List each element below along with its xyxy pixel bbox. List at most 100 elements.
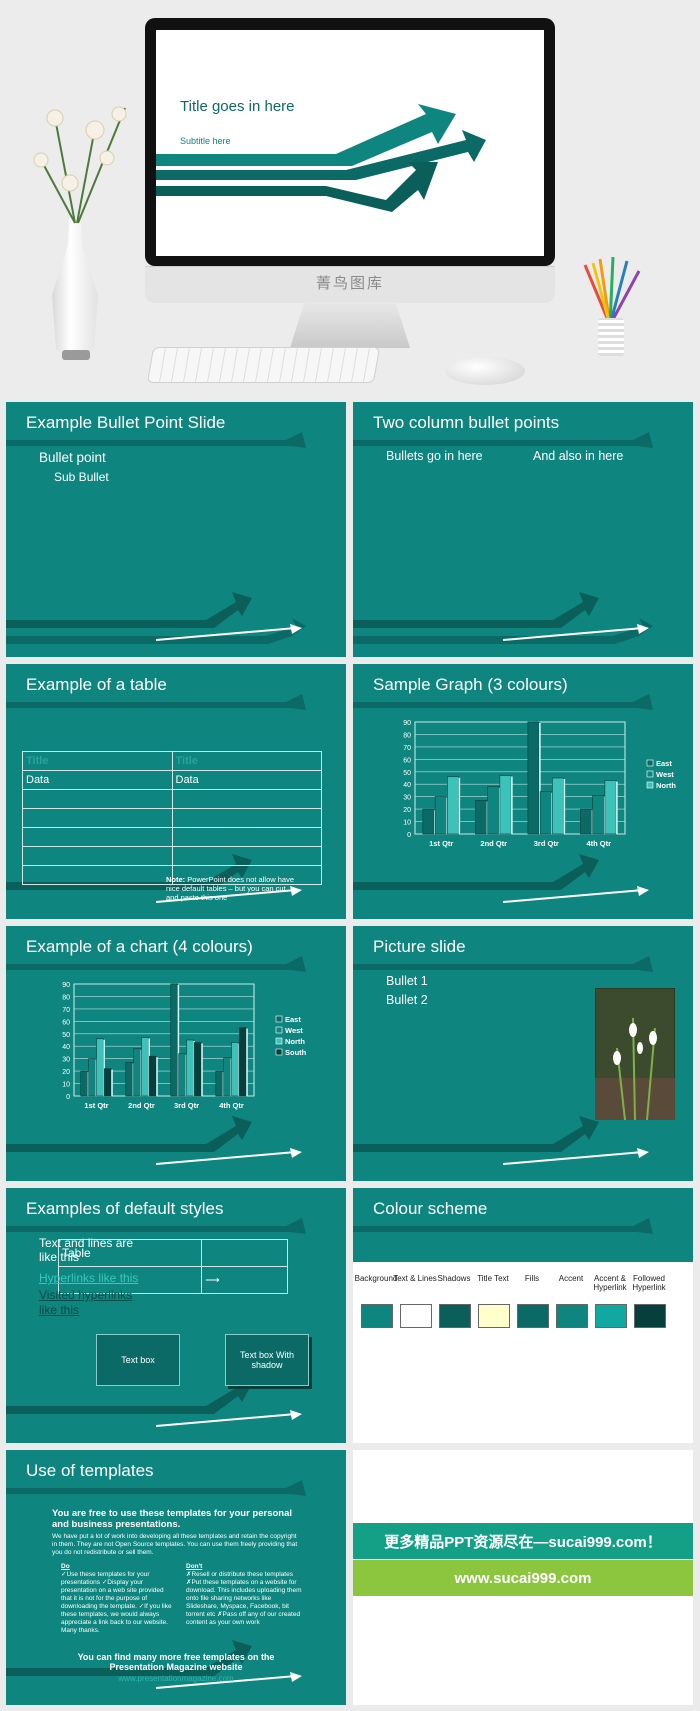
footer-url[interactable]: www.presentationmagazine.com (118, 1674, 234, 1683)
slide-chart-4[interactable]: Example of a chart (4 colours) 0 10 20 30 40… (6, 926, 346, 1181)
swatch-label: Accent (558, 1274, 584, 1283)
slide-table[interactable]: Example of a table Title Title Data Data … (6, 664, 346, 919)
pencils-image (583, 256, 641, 326)
brand-watermark: 菁鸟图库 (315, 274, 384, 292)
y-tick-label: 60 (62, 1019, 70, 1026)
slide-default-styles[interactable]: Examples of default styles Table ⟶ Text … (6, 1188, 346, 1443)
table-cell (22, 808, 173, 828)
slide-bullet-points[interactable]: Example Bullet Point Slide Bullet point … (6, 402, 346, 657)
slide-decoration (353, 956, 653, 1165)
bar-south (194, 1042, 202, 1097)
do-list: ✓Use these templates for your presentati… (61, 1571, 172, 1634)
bar-highlight (539, 723, 541, 834)
y-tick-label: 30 (62, 1057, 70, 1064)
slide-picture[interactable]: Picture slide Bullet 1 Bullet 2 (353, 926, 693, 1181)
bar-west (133, 1048, 141, 1097)
legend-swatch (275, 1015, 283, 1023)
bar-west (434, 796, 447, 835)
bar-north (96, 1038, 104, 1097)
legend-swatch (275, 1037, 283, 1045)
y-tick-label: 70 (62, 1007, 70, 1014)
right-column-text: And also in here (533, 449, 624, 463)
flowers-image (33, 106, 127, 224)
table-cell (22, 846, 173, 866)
y-tick-label: 90 (403, 720, 411, 727)
y-tick-label: 70 (403, 745, 411, 752)
snowdrop-photo (595, 988, 675, 1120)
bar-east (527, 721, 540, 835)
text-lines-sample: Text and lines are like this (39, 1236, 134, 1264)
note-text: PowerPoint does not allow have nice defa… (166, 875, 294, 902)
y-tick-label: 50 (62, 1032, 70, 1039)
table-header-row: Title Title (22, 751, 322, 771)
bar-north (231, 1042, 239, 1097)
table-row: Data Data (22, 770, 322, 790)
y-tick-label: 10 (62, 1082, 70, 1089)
bar-north (499, 775, 512, 835)
table-cell: Data (22, 770, 173, 790)
bar-highlight (177, 985, 180, 1096)
slide-two-columns[interactable]: Two column bullet points Bullets go in h… (353, 402, 693, 657)
bar-north (552, 777, 564, 835)
dont-list: ✗Resell or distribute these templates ✗P… (186, 1571, 302, 1626)
bar-highlight (201, 1043, 203, 1096)
vase-base (62, 350, 90, 360)
legend-label: East (656, 759, 672, 768)
slide-title: Sample Graph (3 colours) (373, 675, 568, 694)
legend-swatch (646, 770, 654, 778)
slide-decoration (353, 432, 653, 644)
bar-west (178, 1053, 186, 1097)
x-tick-label: 2nd Qtr (480, 839, 507, 848)
slide-decoration (6, 1480, 306, 1689)
table-cell (171, 827, 322, 847)
slide-decoration (353, 694, 653, 903)
y-tick-label: 20 (403, 807, 411, 814)
legend-label: North (285, 1037, 305, 1046)
slide-use-of-templates[interactable]: Use of templates You are free to use the… (6, 1450, 346, 1705)
data-table: Title Title Data Data (22, 751, 322, 885)
legend-label: South (285, 1048, 307, 1057)
table-cell (22, 827, 173, 847)
table-cell (57, 1266, 203, 1294)
colour-swatch (517, 1304, 549, 1328)
bar-south (104, 1068, 112, 1097)
bar-west (88, 1058, 96, 1097)
x-tick-label: 2nd Qtr (128, 1101, 155, 1110)
bar-east (80, 1070, 88, 1097)
legend-swatch (275, 1048, 283, 1056)
slide-graph-3[interactable]: Sample Graph (3 colours) 0 10 20 30 40 50 60 70… (353, 664, 693, 919)
screen-subtitle: Subtitle here (180, 136, 231, 146)
swatch-label: Fills (524, 1274, 540, 1283)
table-row (22, 846, 322, 866)
bar-east (422, 808, 435, 835)
table-header-cell: Title (22, 751, 173, 771)
hyperlink-sample[interactable]: Hyperlinks like this (39, 1271, 139, 1285)
bar-east (475, 800, 487, 835)
bar-west (223, 1057, 231, 1097)
slide-colour-scheme[interactable]: Colour scheme Background Text & Lines Shad… (353, 1188, 693, 1443)
table-cell (171, 808, 322, 828)
footer-text: You can find many more free templates on… (77, 1652, 275, 1672)
promo-banner-2[interactable]: www.sucai999.com (353, 1560, 693, 1596)
table-cell (171, 865, 322, 885)
table-row (22, 808, 322, 828)
colour-swatch (400, 1304, 432, 1328)
hero-mockup: Title goes in here Subtitle here 菁鸟图库 (0, 0, 700, 400)
bar-highlight (616, 781, 618, 834)
y-tick-label: 60 (403, 757, 411, 764)
x-tick-label: 3rd Qtr (174, 1101, 199, 1110)
bar-south (149, 1055, 157, 1097)
screen-title: Title goes in here (180, 98, 295, 115)
promo-banner-1[interactable]: 更多精品PPT资源尽在—sucai999.com！ (353, 1523, 693, 1559)
swatch-label: Followed Hyperlink (632, 1274, 666, 1292)
bar-east (125, 1062, 133, 1097)
slide-title: Example of a table (26, 675, 167, 694)
y-tick-label: 20 (62, 1069, 70, 1076)
arrows-graphic (156, 104, 486, 212)
visited-hyperlink-sample[interactable]: Visited hyperlinks like this (39, 1288, 133, 1317)
pencil-cup (598, 318, 624, 356)
bar-west (539, 791, 552, 835)
vase-image (52, 218, 98, 358)
monitor-stand (290, 302, 410, 348)
legend-label: East (285, 1015, 301, 1024)
